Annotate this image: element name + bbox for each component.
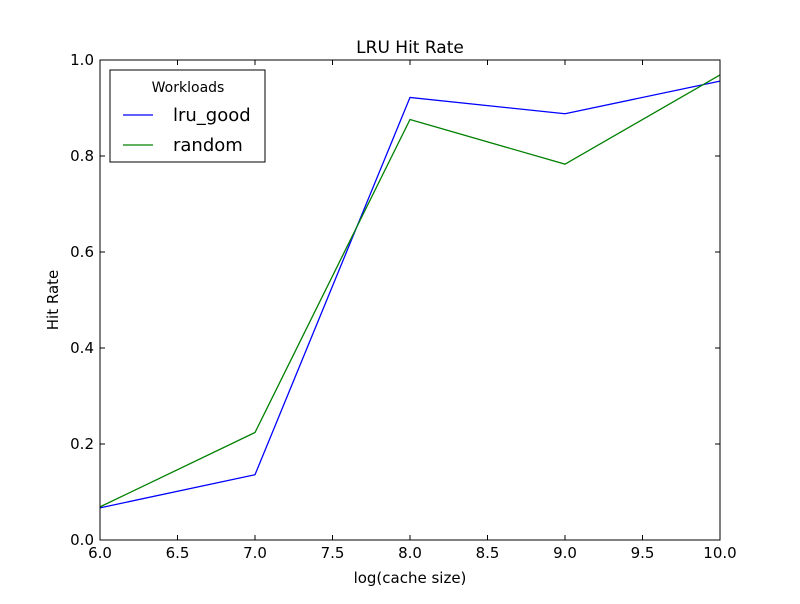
x-tick-label: 9.0 bbox=[553, 544, 577, 562]
y-tick-label: 0.6 bbox=[70, 243, 94, 261]
x-axis-label: log(cache size) bbox=[354, 569, 467, 587]
x-tick-label: 6.5 bbox=[166, 544, 190, 562]
legend-label-lru-good: lru_good bbox=[173, 105, 251, 126]
y-tick-label: 1.0 bbox=[70, 51, 94, 69]
x-tick-label: 10.0 bbox=[703, 544, 736, 562]
y-tick-label: 0.8 bbox=[70, 147, 94, 165]
y-axis-label: Hit Rate bbox=[44, 270, 62, 331]
legend: Workloads lru_good random bbox=[110, 70, 265, 162]
x-tick-label: 8.5 bbox=[476, 544, 500, 562]
chart-title: LRU Hit Rate bbox=[356, 38, 464, 58]
legend-label-random: random bbox=[173, 135, 243, 156]
y-tick-label: 0.4 bbox=[70, 339, 94, 357]
x-tick-label: 8.0 bbox=[398, 544, 422, 562]
legend-title: Workloads bbox=[152, 80, 225, 96]
x-tick-label: 7.0 bbox=[243, 544, 267, 562]
x-tick-label: 9.5 bbox=[631, 544, 655, 562]
y-tick-label: 0.0 bbox=[70, 531, 94, 549]
y-tick-label: 0.2 bbox=[70, 435, 94, 453]
x-tick-label: 7.5 bbox=[321, 544, 345, 562]
